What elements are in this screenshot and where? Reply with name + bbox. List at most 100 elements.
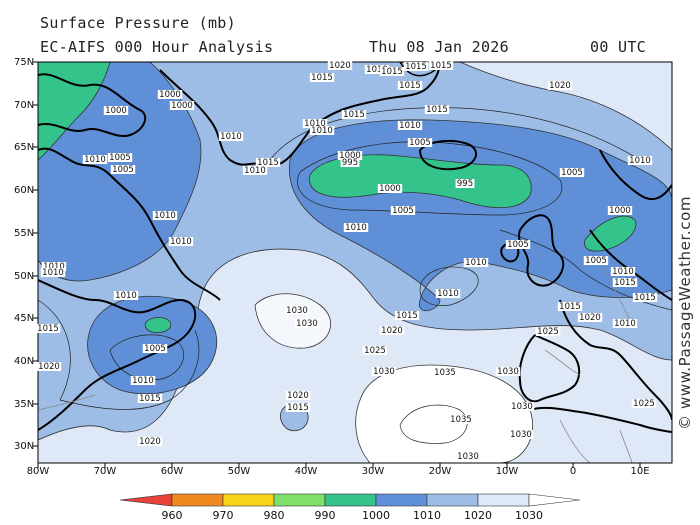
isobar-label-bg xyxy=(455,452,481,461)
isobar-label-bg xyxy=(107,153,133,162)
isobar-label: 1000 xyxy=(609,206,631,216)
isobar-label-bg xyxy=(607,206,633,215)
isobar-label: 1015 xyxy=(381,67,403,77)
lat-label: 60N xyxy=(14,185,35,196)
isobar-label: 1020 xyxy=(329,61,351,71)
isobar-label-bg xyxy=(294,319,320,328)
colorbar-tick: 990 xyxy=(314,509,336,522)
isobar-label-bg xyxy=(424,105,450,114)
isobar-label-bg xyxy=(285,391,311,400)
colorbar-tick: 1030 xyxy=(515,509,543,522)
valid-time: 00 UTC xyxy=(590,38,646,56)
isobar-label-bg xyxy=(168,237,194,246)
colorbar-tick: 960 xyxy=(161,509,183,522)
isobar-label: 1005 xyxy=(585,256,607,266)
isobar-label: 1025 xyxy=(633,399,655,409)
isobar-label: 1010 xyxy=(399,121,421,131)
lon-label: 30W xyxy=(361,466,385,477)
axis-ticks xyxy=(33,61,641,468)
isobar-label: 1035 xyxy=(450,415,472,425)
iceland-low-core xyxy=(309,154,532,209)
isobar-label: 1010 xyxy=(43,262,65,272)
isobar-label-bg xyxy=(583,256,609,265)
isobar-label-bg xyxy=(113,291,139,300)
isobar-label: 995 xyxy=(342,158,358,168)
isobar-label: 1000 xyxy=(105,106,127,116)
isobar-label: 1010 xyxy=(170,237,192,247)
isobar-label: 1020 xyxy=(139,437,161,447)
isobar-label: 1015 xyxy=(559,302,581,312)
isobar-label-bg xyxy=(371,367,397,376)
lat-label: 35N xyxy=(14,399,35,410)
isobar-label-bg xyxy=(41,262,67,271)
lat-label: 70N xyxy=(14,100,35,111)
isobar-label: 1010 xyxy=(612,267,634,277)
watermark-text: © www.PassageWeather.com xyxy=(676,195,694,430)
isobar-label: 1030 xyxy=(457,452,479,462)
isobar-label-bg xyxy=(547,81,573,90)
pressure-field xyxy=(38,62,672,463)
lon-label: 50W xyxy=(227,466,251,477)
isobar-label-bg xyxy=(242,166,268,175)
isobar-label-bg xyxy=(463,258,489,267)
isobar-label-bg xyxy=(627,156,653,165)
isobar-label-bg xyxy=(343,223,369,232)
isobar-label-bg xyxy=(142,344,168,353)
colorbar-tick: 1020 xyxy=(464,509,492,522)
isobar-label: 1030 xyxy=(373,367,395,377)
isobar-label-bg xyxy=(36,362,62,371)
isobar-label: 1000 xyxy=(379,184,401,194)
isobar-label-bg xyxy=(508,430,534,439)
isobar-label-bg xyxy=(137,394,163,403)
isobar-label: 1010 xyxy=(220,132,242,142)
isobar-label-bg xyxy=(612,278,638,287)
isobar-label: 1005 xyxy=(561,168,583,178)
isobar-label-bg xyxy=(309,126,335,135)
isobar-label: 1010 xyxy=(132,376,154,386)
isobar-label: 1015 xyxy=(426,105,448,115)
isobar-label-bg xyxy=(285,403,311,412)
isobar-label-bg xyxy=(302,119,328,128)
lon-label: 40W xyxy=(294,466,318,477)
isobar-label: 1010 xyxy=(366,65,388,75)
isobar-label-bg xyxy=(397,81,423,90)
isobar-label: 1010 xyxy=(614,319,636,329)
lon-label: 10W xyxy=(495,466,519,477)
isobar-label-bg xyxy=(169,101,195,110)
colorbar-tick: 1000 xyxy=(362,509,390,522)
isobar-label: 1005 xyxy=(112,165,134,175)
isobar-label: 1010 xyxy=(465,258,487,268)
isobar-label: 1015 xyxy=(139,394,161,404)
isobar-label-bg xyxy=(509,402,535,411)
isobar-label: 1015 xyxy=(311,73,333,83)
isobar-label-bg xyxy=(82,155,108,164)
lat-label: 65N xyxy=(14,142,35,153)
lat-label: 50N xyxy=(14,271,35,282)
isobar-label-bg xyxy=(255,158,281,167)
lon-label: 60W xyxy=(160,466,184,477)
isobar-label: 1000 xyxy=(171,101,193,111)
isobar-label: 1030 xyxy=(296,319,318,329)
isobar-label: 1015 xyxy=(37,324,59,334)
isobar-label: 1005 xyxy=(507,240,529,250)
isobar-label: 1005 xyxy=(392,206,414,216)
isobar-label: 1025 xyxy=(364,346,386,356)
isobar-label: 1010 xyxy=(437,289,459,299)
isobar-label-bg xyxy=(390,206,416,215)
isobar-label-bg xyxy=(362,346,388,355)
isobar-label-bg xyxy=(364,65,390,74)
isobar-label: 1010 xyxy=(154,211,176,221)
isobar-label-bg xyxy=(428,61,454,70)
isobar-label-bg xyxy=(40,268,66,277)
isobar-label-bg xyxy=(130,376,156,385)
isobar-label: 1010 xyxy=(304,119,326,129)
isobar-label: 1020 xyxy=(381,326,403,336)
isobar-label-bg xyxy=(505,240,531,249)
isobar-label: 1015 xyxy=(430,61,452,71)
lon-label: 70W xyxy=(93,466,117,477)
isobar-label: 1005 xyxy=(409,138,431,148)
isobar-label: 1030 xyxy=(286,306,308,316)
isobar-label: 1010 xyxy=(115,291,137,301)
